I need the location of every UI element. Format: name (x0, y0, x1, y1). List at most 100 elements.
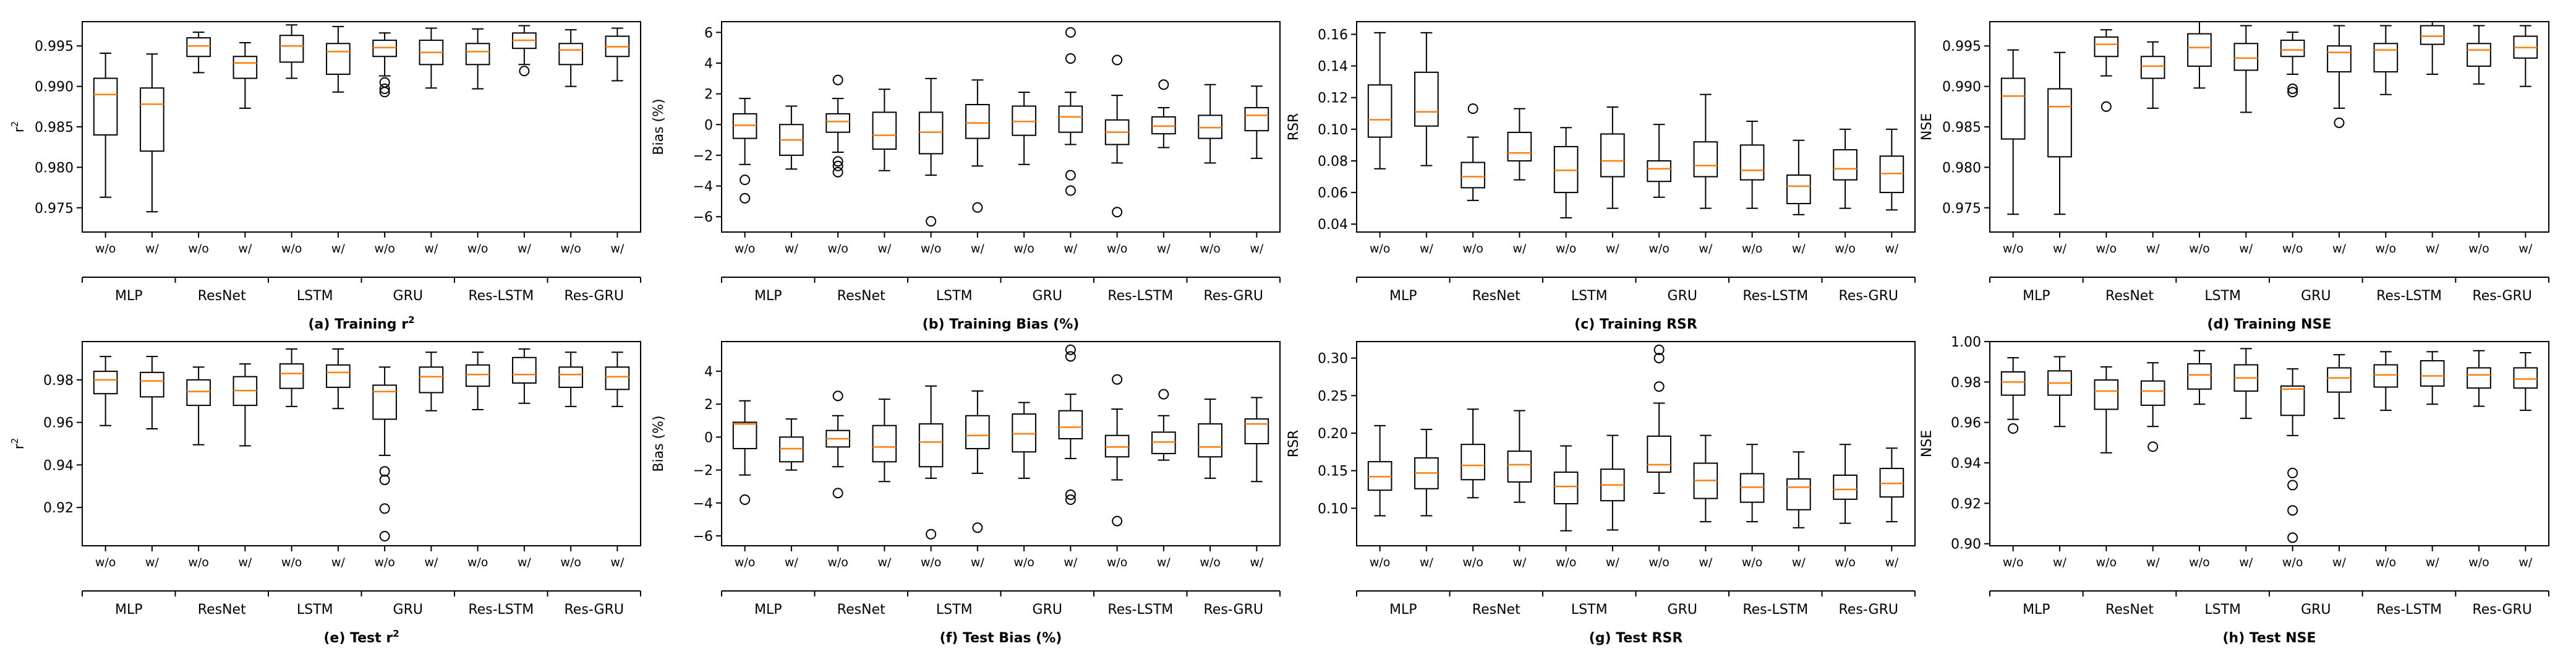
group-label: LSTM (2204, 288, 2241, 304)
x-tick-label: w/ (2053, 556, 2067, 569)
box-gru-with (1058, 27, 1083, 196)
box-gru-with (1693, 434, 1718, 523)
x-tick-label: w/o (1742, 242, 1763, 256)
group-label: GRU (2301, 288, 2331, 304)
x-tick-label: w/o (1835, 242, 1856, 256)
outlier-point (379, 84, 390, 95)
x-tick-label: w/ (1420, 556, 1434, 569)
x-tick-label: w/o (2189, 556, 2210, 569)
box-iqr (1367, 84, 1392, 138)
group-label: GRU (393, 288, 423, 304)
chart-panel-h: 0.90 0.92 0.94 0.96 0.98 1.00 NSE w/o w/w/o w/w/o… (1919, 335, 2549, 646)
box-iqr (1244, 106, 1269, 132)
box-iqr (512, 356, 537, 384)
box-res-lstm-without (465, 351, 490, 410)
x-tick-label: w/ (2239, 242, 2253, 256)
x-tick-label: w/ (238, 242, 252, 256)
box-gru-without (1647, 344, 1671, 494)
box-iqr (1600, 133, 1625, 178)
box-iqr (93, 77, 118, 136)
outlier-point (379, 503, 390, 514)
outlier-point (1065, 351, 1076, 362)
y-tick-label: 0.975 (35, 201, 74, 217)
panel-title: (b) Training Bias (%) (923, 317, 1080, 332)
y-tick-label: 0.990 (35, 80, 74, 95)
group-label: GRU (393, 602, 423, 618)
y-tick-label: 0.16 (1318, 27, 1348, 43)
box-iqr (872, 111, 897, 150)
group-label: Res-LSTM (2376, 602, 2442, 618)
box-gru-without (2280, 368, 2305, 543)
group-label: GRU (1668, 288, 1697, 304)
y-tick-label: 0.94 (43, 458, 74, 473)
x-tick-label: w/o (1107, 242, 1128, 256)
box-iqr (605, 366, 630, 390)
box-iqr (232, 56, 258, 79)
box-gru-without (2280, 32, 2305, 98)
x-tick-label: w/o (827, 556, 848, 569)
chart-panel-g: 0.10 0.15 0.20 0.25 0.30 RSR w/o w/w/o w/w/o w/w/… (1286, 341, 1916, 646)
panel-title: (g) Test RSR (1589, 631, 1683, 646)
x-tick-label: w/ (1420, 242, 1434, 256)
y-tick-label: 0.92 (43, 501, 74, 516)
y-tick-label: 4 (704, 56, 713, 72)
group-label: LSTM (1571, 288, 1608, 304)
box-lstm-without (2187, 21, 2212, 89)
box-iqr (2140, 380, 2165, 406)
x-tick-label: w/ (145, 556, 160, 569)
y-tick-label: 0.990 (1942, 80, 1981, 95)
x-tick-label: w/ (1699, 242, 1713, 256)
x-tick-label: w/o (2096, 242, 2117, 256)
group-label: MLP (115, 602, 143, 618)
group-label: MLP (2023, 288, 2050, 304)
group-label: Res-GRU (1204, 602, 1263, 618)
box-mlp-with (2047, 51, 2072, 215)
y-tick-label: 0.08 (1318, 154, 1348, 170)
x-tick-label: w/ (2426, 556, 2440, 569)
box-resnet-without (825, 390, 850, 499)
box-resnet-with (872, 88, 897, 171)
y-axis-label: NSE (1919, 113, 1935, 140)
outlier-point (2008, 423, 2019, 434)
chart-panel-f: −6 −4 −2 0 2 4 Bias (%) w/o w/w/o w/w/o w/w/o w/w/o… (651, 341, 1281, 646)
box-res-gru-with (2513, 351, 2538, 411)
box-lstm-without (279, 24, 304, 79)
box-iqr (2140, 56, 2165, 79)
box-res-gru-without (1198, 84, 1222, 164)
outlier-point (832, 156, 843, 167)
x-tick-label: w/o (2468, 242, 2489, 256)
x-tick-label: w/o (188, 242, 209, 256)
box-iqr (1833, 474, 1857, 500)
x-tick-label: w/o (827, 242, 848, 256)
y-axis-label: RSR (1286, 113, 1302, 141)
x-tick-label: w/ (877, 242, 892, 256)
plot-frame (1356, 21, 1916, 233)
x-tick-label: w/o (1013, 556, 1034, 569)
outlier-point (1065, 170, 1076, 181)
box-res-lstm-without (465, 28, 490, 90)
x-tick-label: w/ (785, 556, 799, 569)
box-iqr (1553, 472, 1579, 505)
x-tick-label: w/o (1462, 556, 1483, 569)
y-tick-label: 0.15 (1318, 464, 1348, 480)
box-iqr (2094, 379, 2119, 410)
box-res-gru-with (2513, 25, 2538, 87)
outlier-point (1112, 207, 1123, 218)
outlier-point (2287, 467, 2298, 478)
box-iqr (1786, 174, 1811, 204)
x-tick-label: w/ (1792, 242, 1806, 256)
box-mlp-without (2000, 49, 2026, 215)
chart-panel-c: 0.04 0.06 0.08 0.10 0.12 0.14 0.16 RSR w/o w/w/o w… (1286, 21, 1916, 332)
group-label: LSTM (1571, 602, 1608, 618)
x-tick-label: w/ (1250, 242, 1264, 256)
panel-title: (c) Training RSR (1574, 317, 1697, 332)
box-mlp-with (140, 356, 164, 429)
box-resnet-with (232, 363, 258, 447)
box-mlp-with (779, 105, 804, 170)
box-iqr (372, 40, 397, 58)
y-tick-label: 0.20 (1318, 426, 1348, 442)
group-label: Res-GRU (1204, 288, 1263, 304)
x-tick-label: w/o (2189, 242, 2210, 256)
group-label: MLP (1389, 288, 1417, 304)
group-label: ResNet (837, 602, 885, 618)
